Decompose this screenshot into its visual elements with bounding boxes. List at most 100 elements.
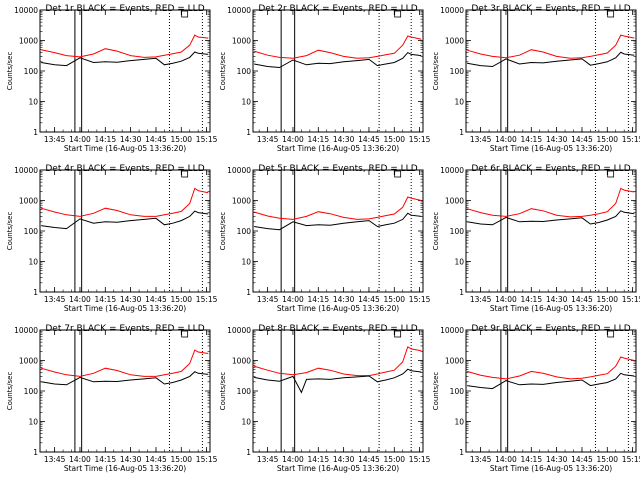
- y-tick-label: 10: [28, 98, 38, 107]
- y-tick-label: 1: [33, 128, 38, 137]
- chart-panel-3: Det 3r BLACK = Events, RED = LLD 1 10 100 10…: [432, 4, 640, 153]
- x-tick-label: 14:45: [571, 295, 593, 304]
- y-tick-label: 10: [28, 418, 38, 427]
- y-axis-label: Counts/sec: [219, 372, 227, 411]
- lld-series-line: [40, 187, 209, 217]
- x-tick-label: 14:15: [94, 295, 116, 304]
- y-tick-label: 10000: [227, 166, 251, 175]
- events-series-line: [254, 51, 422, 69]
- lld-series-line: [466, 356, 635, 380]
- plot-frame: [252, 9, 424, 133]
- x-tick-label: 13:45: [257, 135, 279, 144]
- y-axis-label: Counts/sec: [219, 212, 227, 251]
- plot-frame: [465, 329, 637, 453]
- events-series-line: [467, 372, 635, 390]
- x-tick-label: 15:15: [196, 295, 218, 304]
- chart-title: Det 9r BLACK = Events, RED = LLD: [471, 324, 630, 334]
- y-axis-label: Counts/sec: [432, 52, 440, 91]
- y-tick-label: 100: [237, 227, 252, 236]
- chart-panel-9: Det 9r BLACK = Events, RED = LLD 1 10 100 10…: [432, 324, 640, 473]
- y-axis-label: Counts/sec: [6, 212, 14, 251]
- x-tick-label: 14:30: [120, 135, 142, 144]
- flag-marker-box: [181, 170, 189, 178]
- y-tick-label: 10000: [14, 6, 38, 15]
- x-axis-label: Start Time (16-Aug-05 13:36:20): [277, 304, 399, 313]
- x-tick-label: 14:45: [358, 135, 380, 144]
- x-tick-label: 14:00: [69, 295, 91, 304]
- y-tick-label: 1: [459, 288, 464, 297]
- y-tick-label: 100: [24, 67, 39, 76]
- y-tick-label: 10: [454, 418, 464, 427]
- y-tick-label: 1000: [445, 37, 464, 46]
- x-tick-label: 14:45: [145, 135, 167, 144]
- y-tick-label: 100: [237, 67, 252, 76]
- x-tick-label: 14:00: [282, 455, 304, 464]
- events-series-line: [41, 371, 209, 386]
- flag-marker-box: [607, 330, 615, 338]
- plot-frame: [252, 169, 424, 293]
- x-tick-label: 14:00: [69, 455, 91, 464]
- x-tick-label: 14:30: [546, 455, 568, 464]
- x-tick-label: 14:30: [333, 295, 355, 304]
- x-tick-label: 15:00: [383, 135, 405, 144]
- events-series-line: [41, 51, 209, 67]
- x-tick-label: 14:45: [571, 455, 593, 464]
- x-tick-label: 15:15: [622, 135, 640, 144]
- x-tick-label: 13:45: [44, 455, 66, 464]
- y-axis-label: Counts/sec: [432, 212, 440, 251]
- x-tick-label: 15:15: [622, 455, 640, 464]
- chart-title: Det 2r BLACK = Events, RED = LLD: [258, 4, 417, 14]
- flag-marker-box: [394, 330, 402, 338]
- y-tick-label: 100: [24, 387, 39, 396]
- x-tick-label: 13:45: [257, 295, 279, 304]
- x-tick-label: 14:30: [120, 295, 142, 304]
- y-tick-label: 1000: [232, 197, 251, 206]
- lld-series-line: [253, 35, 422, 59]
- x-tick-label: 14:15: [94, 135, 116, 144]
- y-tick-label: 1000: [19, 37, 38, 46]
- plot-frame: [39, 329, 211, 453]
- x-tick-label: 14:45: [145, 455, 167, 464]
- y-tick-label: 1: [33, 448, 38, 457]
- x-tick-label: 15:00: [170, 135, 192, 144]
- x-tick-label: 15:00: [383, 455, 405, 464]
- chart-panel-6: Det 6r BLACK = Events, RED = LLD 1 10 100 10…: [432, 164, 640, 313]
- x-tick-label: 14:45: [358, 295, 380, 304]
- x-tick-label: 15:15: [196, 455, 218, 464]
- x-tick-label: 14:30: [333, 135, 355, 144]
- x-tick-label: 14:15: [520, 135, 542, 144]
- x-tick-label: 13:45: [44, 135, 66, 144]
- y-axis-label: Counts/sec: [6, 52, 14, 91]
- plot-frame: [465, 9, 637, 133]
- chart-panel-1: Det 1r BLACK = Events, RED = LLD 1 10 100 10…: [6, 4, 218, 153]
- y-tick-label: 100: [450, 227, 465, 236]
- chart-title: Det 5r BLACK = Events, RED = LLD: [258, 164, 417, 174]
- x-tick-label: 14:15: [307, 295, 329, 304]
- x-tick-label: 15:00: [170, 295, 192, 304]
- x-axis-label: Start Time (16-Aug-05 13:36:20): [64, 304, 186, 313]
- x-tick-label: 14:30: [333, 455, 355, 464]
- flag-marker-box: [394, 10, 402, 18]
- x-tick-label: 14:15: [520, 455, 542, 464]
- x-tick-label: 14:45: [358, 455, 380, 464]
- lld-series-line: [40, 34, 209, 58]
- x-tick-label: 13:45: [44, 295, 66, 304]
- lld-series-line: [253, 196, 422, 220]
- y-tick-label: 100: [450, 67, 465, 76]
- y-tick-label: 1: [246, 288, 251, 297]
- y-tick-label: 10000: [14, 166, 38, 175]
- x-tick-label: 14:15: [520, 295, 542, 304]
- y-tick-label: 100: [24, 227, 39, 236]
- chart-panel-8: Det 8r BLACK = Events, RED = LLD 1 10 100 10…: [219, 324, 431, 473]
- x-tick-label: 14:15: [307, 455, 329, 464]
- plot-frame: [39, 169, 211, 293]
- y-tick-label: 10000: [14, 326, 38, 335]
- x-tick-label: 13:45: [470, 455, 492, 464]
- y-tick-label: 10: [241, 418, 251, 427]
- lld-series-line: [253, 346, 422, 377]
- flag-marker-box: [607, 170, 615, 178]
- chart-title: Det 1r BLACK = Events, RED = LLD: [45, 4, 204, 14]
- x-tick-label: 15:00: [596, 135, 618, 144]
- x-tick-label: 14:30: [546, 295, 568, 304]
